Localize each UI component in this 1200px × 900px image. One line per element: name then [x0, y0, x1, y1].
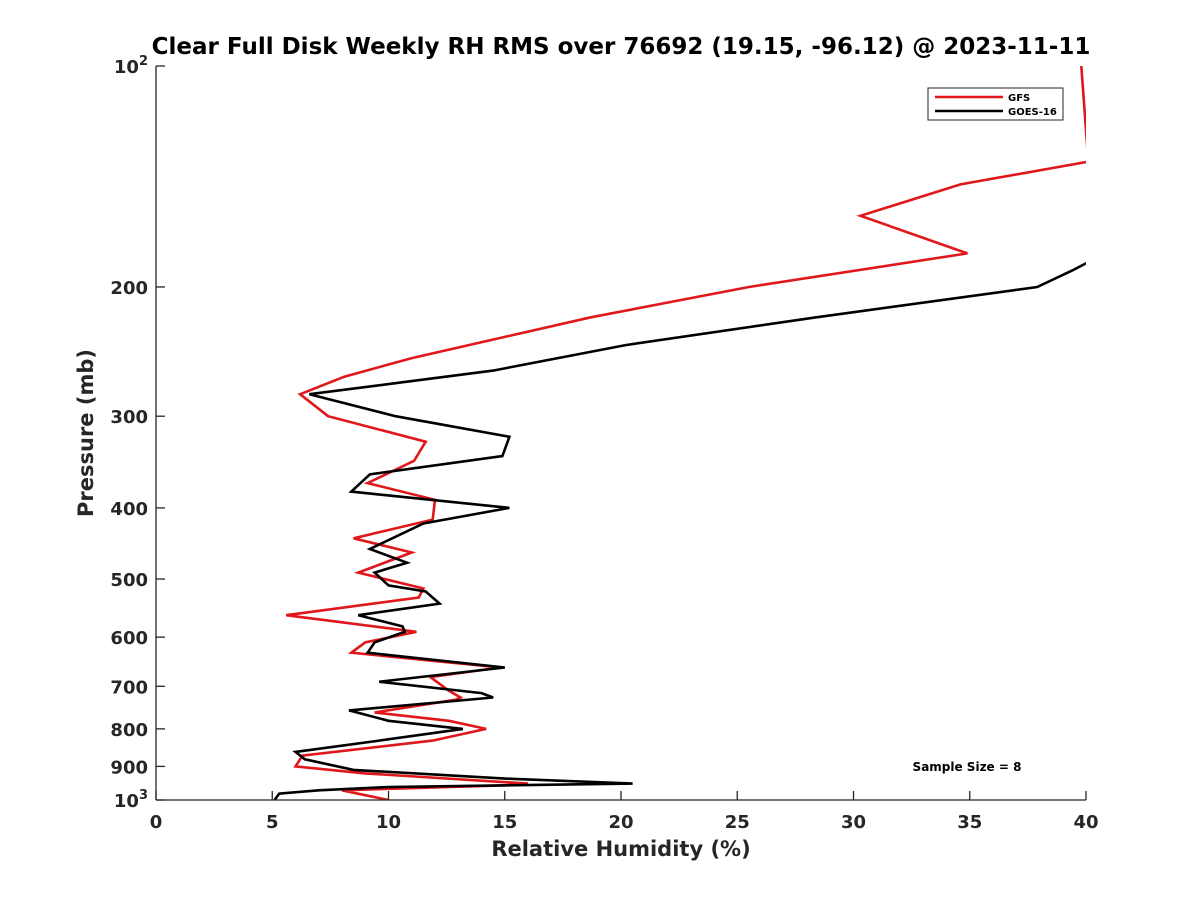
- x-tick-label: 10: [376, 812, 401, 833]
- y-tick-label-base: 300: [110, 407, 148, 428]
- legend-box: [927, 87, 1064, 121]
- series-line-goes-16: [273, 261, 1086, 800]
- x-tick-label: 20: [608, 812, 633, 833]
- y-tick-label: 900: [110, 757, 148, 778]
- x-tick-label: 0: [150, 812, 163, 833]
- series-layer: [273, 66, 1086, 800]
- x-tick-label: 25: [725, 812, 750, 833]
- x-tick-label: 40: [1073, 812, 1098, 833]
- y-tick-label: 103: [114, 788, 148, 812]
- x-axis-label: Relative Humidity (%): [491, 837, 750, 861]
- y-tick-label-base: 600: [110, 628, 148, 649]
- y-axis-label: Pressure (mb): [74, 349, 98, 517]
- x-tick-label: 30: [841, 812, 866, 833]
- x-tick-label: 15: [492, 812, 517, 833]
- y-tick-label: 500: [110, 570, 148, 591]
- y-tick-label-exponent: 2: [139, 54, 148, 69]
- y-tick-label: 800: [110, 720, 148, 741]
- y-tick-label-exponent: 3: [139, 788, 148, 803]
- y-tick-label-base: 900: [110, 757, 148, 778]
- x-tick-label: 35: [957, 812, 982, 833]
- y-tick-label-base: 10: [114, 57, 139, 78]
- y-tick-label-base: 10: [114, 791, 139, 812]
- series-line-gfs: [286, 66, 1086, 800]
- x-tick-label: 5: [266, 812, 279, 833]
- y-tick-label-base: 400: [110, 499, 148, 520]
- sample-size-annotation: Sample Size = 8: [913, 760, 1022, 774]
- y-tick-label: 102: [114, 54, 148, 78]
- x-ticks: 0 5 10 15 20 25 30 35 40: [150, 791, 1099, 833]
- y-tick-label-base: 800: [110, 720, 148, 741]
- y-tick-label: 600: [110, 628, 148, 649]
- chart-title: Clear Full Disk Weekly RH RMS over 76692…: [152, 34, 1091, 60]
- y-tick-label: 300: [110, 407, 148, 428]
- y-tick-label: 700: [110, 677, 148, 698]
- y-tick-label: 400: [110, 499, 148, 520]
- legend-label-goes-16: GOES-16: [1008, 107, 1057, 118]
- y-tick-label-base: 500: [110, 570, 148, 591]
- y-tick-label-base: 200: [110, 278, 148, 299]
- y-tick-label-base: 700: [110, 677, 148, 698]
- y-tick-label: 200: [110, 278, 148, 299]
- legend-label-gfs: GFS: [1008, 93, 1030, 104]
- legend[interactable]: GFS GOES-16: [927, 87, 1064, 121]
